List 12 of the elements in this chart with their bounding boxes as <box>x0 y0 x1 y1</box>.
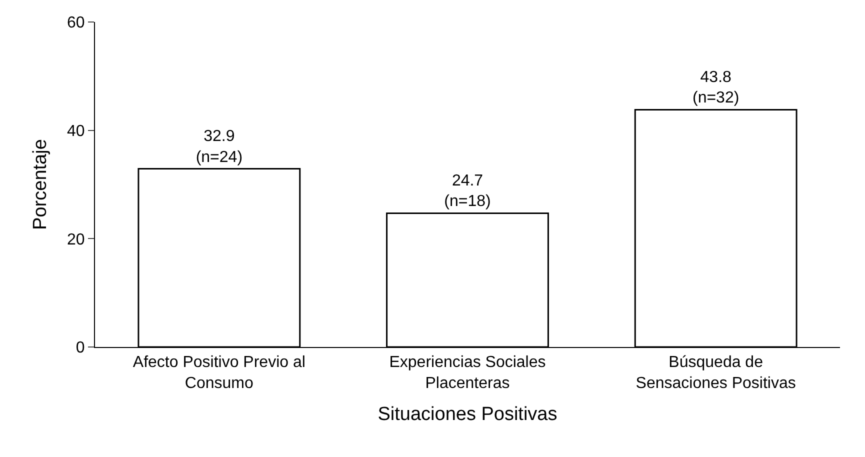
data-label: 43.8 (n=32) <box>692 68 740 107</box>
y-tick-label: 20 <box>67 231 85 248</box>
data-label: 24.7 (n=18) <box>444 172 491 210</box>
y-tick-label: 60 <box>67 14 85 32</box>
y-axis-title: Porcentaje <box>30 139 51 230</box>
x-tick-label: Experiencias Sociales Placenteras <box>389 354 546 392</box>
x-tick-label: Búsqueda de Sensaciones Positivas <box>636 354 796 392</box>
y-tick-label: 40 <box>67 122 85 140</box>
y-tick-label: 0 <box>76 340 85 357</box>
x-tick-label: Afecto Positivo Previo al Consumo <box>132 354 306 392</box>
data-label: 32.9 (n=24) <box>196 128 243 166</box>
x-axis-title: Situaciones Positivas <box>378 404 558 425</box>
